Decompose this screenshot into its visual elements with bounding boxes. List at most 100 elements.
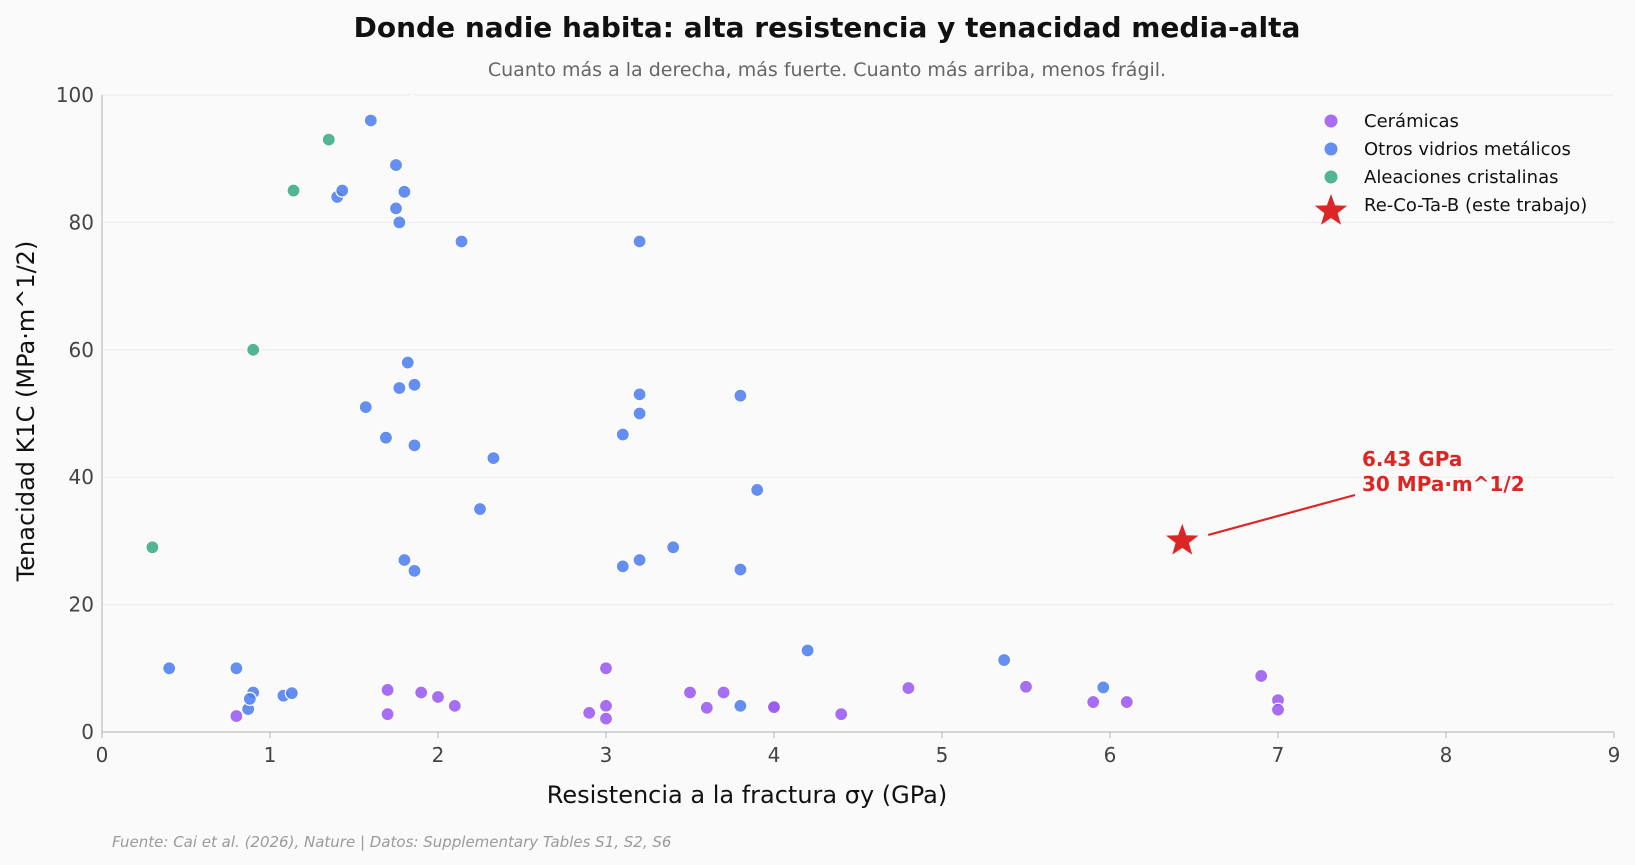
scatter-point-series-0 [1086, 694, 1101, 710]
scatter-point-series-1 [229, 661, 244, 676]
scatter-point-series-1 [392, 380, 407, 396]
star-point [1166, 523, 1199, 555]
scatter-point-series-1 [392, 215, 407, 230]
x-tick-label: 7 [1272, 743, 1285, 767]
chart-subtitle: Cuanto más a la derecha, más fuerte. Cua… [488, 59, 1166, 81]
scatter-point-series-1 [997, 652, 1012, 668]
scatter-point-series-0 [901, 680, 916, 696]
scatter-point-series-0 [430, 689, 446, 705]
scatter-point-series-1 [632, 552, 647, 568]
source-note: Fuente: Cai et al. (2026), Nature | Dato… [112, 833, 671, 851]
scatter-point-series-0 [834, 707, 849, 722]
legend-marker [1324, 170, 1338, 184]
scatter-point-series-1 [615, 427, 630, 442]
scatter-point-series-1 [615, 559, 630, 574]
x-tick-label: 6 [1104, 743, 1117, 767]
y-axis-label: Tenacidad K1C (MPa·m^1/2) [12, 241, 40, 583]
legend-label: Otros vidrios metálicos [1364, 139, 1571, 160]
scatter-point-series-0 [229, 708, 244, 724]
scatter-point-series-1 [454, 234, 469, 249]
axes: 0 20 40 60 80 100 0 1 2 3 4 5 6 7 8 9 [56, 83, 1621, 767]
scatter-point-series-0 [699, 700, 714, 715]
scatter-point-series-2 [286, 183, 301, 198]
legend-star-marker [1314, 194, 1348, 225]
scatter-point-series-1 [733, 388, 748, 403]
scatter-point-series-0 [380, 707, 395, 722]
scatter-point-series-1 [733, 698, 748, 713]
scatter-point-series-1 [733, 562, 748, 577]
scatter-point-series-1 [388, 157, 404, 173]
scatter-point-series-0 [598, 661, 614, 676]
scatter-point-series-1 [397, 184, 412, 199]
scatter-point-series-0 [598, 711, 614, 726]
annotation-value-strength: 6.43 GPa [1362, 447, 1462, 471]
x-tick-label: 5 [936, 743, 949, 767]
x-axis-label: Resistencia a la fractura σy (GPa) [547, 781, 947, 809]
scatter-point-series-2 [321, 132, 336, 147]
scatter-point-series-1 [800, 643, 815, 658]
annotation-arrow [1207, 493, 1356, 536]
legend: Cerámicas Otros vidrios metálicos Aleacion… [1314, 111, 1587, 225]
scatter-point-series-0 [682, 685, 698, 700]
y-tick-label: 0 [81, 720, 94, 744]
scatter-point-series-1 [409, 95, 416, 96]
scatter-point-series-1 [378, 430, 394, 445]
x-tick-label: 2 [432, 743, 445, 767]
scatter-point-series-0 [582, 705, 597, 720]
scatter-point-series-0 [447, 698, 462, 713]
y-tick-label: 60 [69, 338, 94, 362]
scatter-point-series-1 [1096, 680, 1111, 695]
scatter-point-series-2 [145, 540, 160, 555]
scatter-point-series-0 [1270, 702, 1286, 717]
scatter-point-series-1 [335, 183, 350, 198]
scatter-point-series-1 [407, 438, 422, 453]
scatter-point-series-1 [632, 406, 647, 421]
scatter-point-series-1 [632, 234, 647, 249]
scatter-point-series-0 [380, 682, 395, 698]
scatter-point-series-1 [666, 540, 681, 555]
x-tick-label: 8 [1440, 743, 1453, 767]
scatter-point-series-0 [414, 685, 429, 700]
grid-lines [102, 94, 1614, 606]
x-tick-label: 9 [1608, 743, 1621, 767]
scatter-point-series-0 [1119, 694, 1134, 710]
scatter-point-series-1 [397, 552, 412, 568]
x-tick-label: 0 [96, 743, 109, 767]
scatter-point-series-1 [632, 387, 647, 402]
data-points [145, 95, 1286, 726]
legend-label: Cerámicas [1364, 111, 1459, 132]
legend-marker [1324, 114, 1338, 128]
scatter-point-series-0 [766, 700, 782, 715]
x-tick-label: 3 [600, 743, 613, 767]
scatter-point-series-1 [750, 482, 765, 498]
scatter-point-series-0 [1018, 679, 1034, 694]
scatter-point-series-1 [472, 501, 488, 517]
annotation-value-toughness: 30 MPa·m^1/2 [1362, 472, 1525, 496]
y-tick-label: 20 [69, 593, 94, 617]
scatter-point-series-0 [598, 698, 614, 713]
scatter-point-series-1 [162, 661, 177, 676]
y-tick-label: 100 [56, 83, 94, 107]
scatter-point-series-1 [400, 355, 415, 370]
scatter-point-series-1 [486, 450, 501, 466]
legend-label: Re-Co-Ta-B (este trabajo) [1364, 195, 1587, 216]
scatter-point-series-1 [242, 691, 257, 706]
annotation: 6.43 GPa 30 MPa·m^1/2 [1207, 447, 1525, 536]
legend-label: Aleaciones cristalinas [1364, 167, 1559, 188]
scatter-point-series-1 [284, 686, 299, 701]
scatter-point-series-2 [246, 342, 261, 357]
scatter-point-series-0 [716, 685, 731, 700]
scatter-point-series-1 [407, 377, 422, 392]
x-tick-label: 1 [264, 743, 277, 767]
legend-marker [1324, 142, 1338, 156]
scatter-point-series-1 [358, 400, 373, 415]
scatter-point-series-1 [363, 113, 378, 128]
y-tick-label: 80 [69, 210, 94, 234]
scatter-point-series-1 [388, 201, 404, 216]
scatter-point-series-0 [1254, 668, 1269, 684]
chart-title: Donde nadie habita: alta resistencia y t… [354, 11, 1301, 44]
y-tick-label: 40 [69, 465, 94, 489]
x-tick-label: 4 [768, 743, 781, 767]
